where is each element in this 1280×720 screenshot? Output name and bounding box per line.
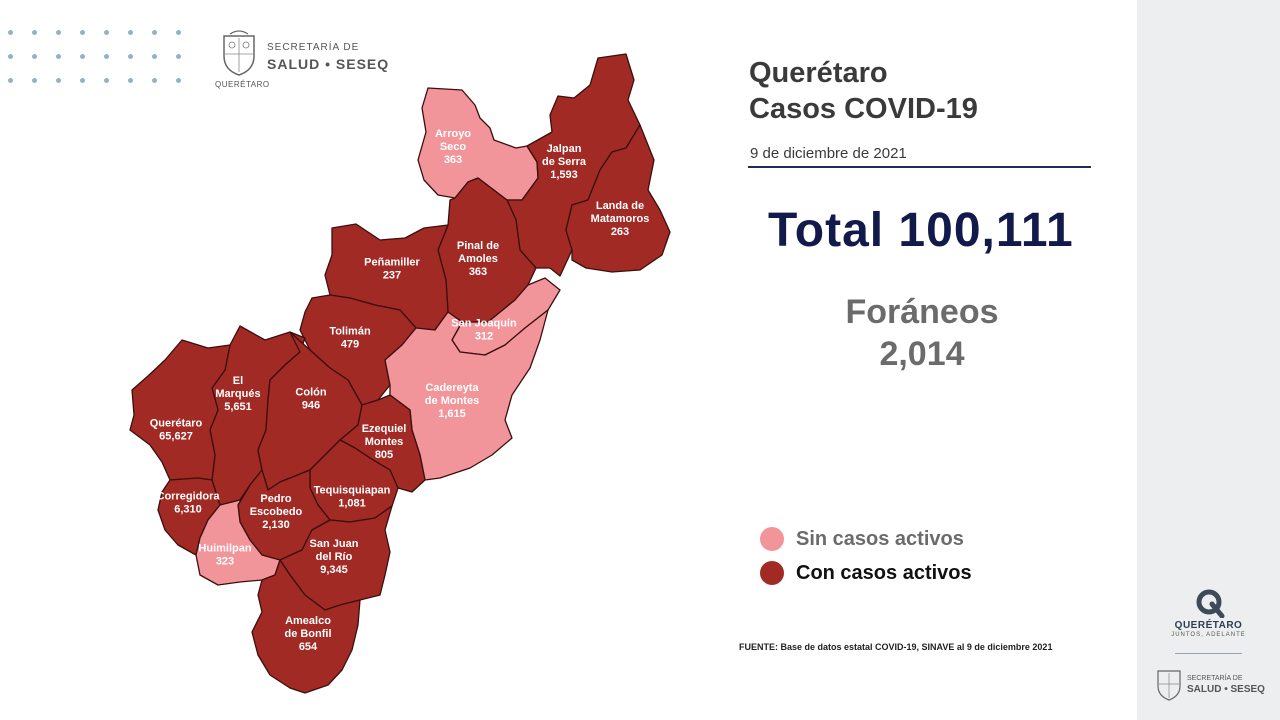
decorative-dot <box>104 54 109 59</box>
decorative-dot <box>56 30 61 35</box>
decorative-dot <box>56 54 61 59</box>
label-arroyo-seco: Arroyo Seco 363 <box>435 128 471 166</box>
sidebar-brand: QUERÉTARO <box>1174 620 1243 631</box>
label-queretaro: Querétaro 65,627 <box>150 418 203 443</box>
label-jalpan-de-serra: Jalpan de Serra 1,593 <box>542 143 587 181</box>
region-amealco-de-bonfil <box>251 559 361 694</box>
source-note: FUENTE: Base de datos estatal COVID-19, … <box>739 642 1053 652</box>
label-corregidora: Corregidora 6,310 <box>157 491 221 516</box>
legend-inactive-label: Sin casos activos <box>796 527 964 550</box>
total-cases: Total 100,111 <box>768 204 1074 257</box>
sidebar-seal-icon <box>1157 670 1181 701</box>
decorative-dot <box>104 78 109 83</box>
legend-active-label: Con casos activos <box>796 561 972 584</box>
label-tequisquiapan: Tequisquiapan 1,081 <box>314 485 391 510</box>
label-pinal-de-amoles: Pinal de Amoles 363 <box>457 240 499 278</box>
decorative-dot <box>128 78 133 83</box>
decorative-dot <box>176 30 181 35</box>
legend-inactive: Sin casos activos <box>760 527 964 551</box>
label-cadereyta-de-montes: Cadereyta de Montes 1,615 <box>425 382 480 420</box>
page-title: Querétaro Casos COVID-19 <box>749 55 978 127</box>
label-penamiller: Peñamiller 237 <box>364 257 420 282</box>
logo-line2: SALUD • SESEQ <box>267 56 390 72</box>
decorative-dot <box>32 54 37 59</box>
label-san-joaquin: San Joaquín 312 <box>451 318 517 343</box>
decorative-dot <box>128 30 133 35</box>
date-divider <box>748 166 1091 168</box>
legend-active-swatch <box>760 561 784 585</box>
logo-sub: QUERÉTARO <box>215 80 270 89</box>
legend-active: Con casos activos <box>760 561 972 585</box>
decorative-dot <box>176 54 181 59</box>
decorative-dot <box>32 78 37 83</box>
decorative-dot <box>152 78 157 83</box>
label-san-juan-del-rio: San Juan del Río 9,345 <box>310 538 359 576</box>
label-pedro-escobedo: Pedro Escobedo 2,130 <box>250 493 303 531</box>
decorative-dot-grid <box>8 30 188 90</box>
sidebar-logo-line1: SECRETARÍA DE <box>1187 675 1243 682</box>
title-line1: Querétaro <box>749 57 888 89</box>
decorative-dot <box>152 30 157 35</box>
right-sidebar: QUERÉTARO JUNTOS, ADELANTE SECRETARÍA DE… <box>1137 0 1280 720</box>
label-toliman: Tolimán 479 <box>329 326 371 351</box>
sidebar-divider <box>1175 653 1242 654</box>
region-landa-de-matamoros <box>565 124 671 273</box>
decorative-dot <box>32 30 37 35</box>
decorative-dot <box>104 30 109 35</box>
logo-line1: SECRETARÍA DE <box>267 42 360 53</box>
legend-inactive-swatch <box>760 527 784 551</box>
label-colon: Colón 946 <box>295 387 326 412</box>
decorative-dot <box>56 78 61 83</box>
report-date: 9 de diciembre de 2021 <box>750 145 907 162</box>
foraneos-label: Foráneos <box>845 293 999 331</box>
label-huimilpan: Huimilpan 323 <box>198 543 251 568</box>
state-seal-icon <box>223 30 255 76</box>
decorative-dot <box>80 54 85 59</box>
title-line2: Casos COVID-19 <box>749 93 978 125</box>
sidebar-tagline: JUNTOS, ADELANTE <box>1171 632 1246 638</box>
decorative-dot <box>80 30 85 35</box>
label-el-marques: El Marqués 5,651 <box>215 375 260 413</box>
decorative-dot <box>80 78 85 83</box>
label-amealco-de-bonfil: Amealco de Bonfil 654 <box>284 615 331 653</box>
decorative-dot <box>152 54 157 59</box>
decorative-dot <box>128 54 133 59</box>
foreign-cases: Foráneos 2,014 <box>822 291 1022 375</box>
label-landa-de-matamoros: Landa de Matamoros 263 <box>591 200 650 238</box>
decorative-dot <box>8 30 13 35</box>
decorative-dot <box>176 78 181 83</box>
sidebar-logo-line2: SALUD • SESEQ <box>1187 684 1265 695</box>
seseq-logo: SECRETARÍA DE SALUD • SESEQ QUERÉTARO <box>215 28 405 92</box>
queretaro-q-icon <box>1196 589 1225 618</box>
decorative-dot <box>8 78 13 83</box>
label-ezequiel-montes: Ezequiel Montes 805 <box>362 423 407 461</box>
decorative-dot <box>8 54 13 59</box>
region-queretaro <box>129 339 231 481</box>
foraneos-value: 2,014 <box>879 335 965 373</box>
